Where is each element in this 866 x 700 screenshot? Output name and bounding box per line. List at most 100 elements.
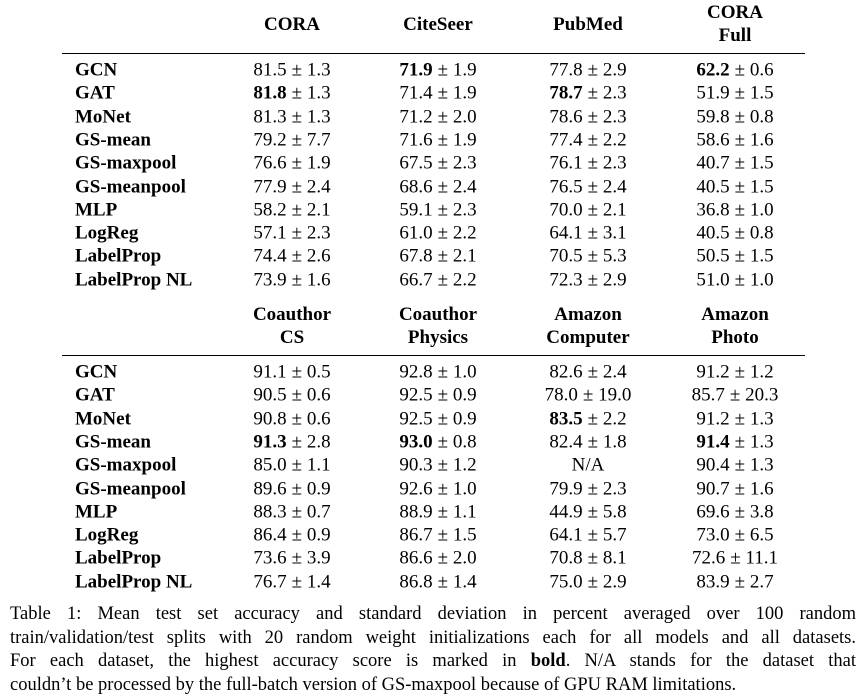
std: ± 1.6 — [734, 478, 774, 499]
cell: 82.6 ± 2.4 — [549, 361, 626, 384]
mean: 78.7 — [549, 82, 583, 104]
mean: 71.9 — [399, 59, 433, 81]
mean: 83.9 — [696, 571, 730, 593]
std: ± 1.9 — [437, 129, 477, 151]
header-line: Coauthor — [398, 304, 478, 325]
std: ± 0.7 — [291, 501, 331, 523]
caption-text: For each dataset, the highest accuracy s… — [10, 651, 531, 672]
std: ± 1.3 — [291, 106, 331, 128]
model-name: LabelProp — [75, 547, 162, 569]
cell: 91.4 ± 1.3 — [696, 430, 773, 453]
mean: 68.6 — [399, 176, 433, 197]
std: ± 1.8 — [587, 431, 627, 453]
caption-line: train/validation/test splits with 20 ran… — [10, 627, 856, 650]
mean: 70.5 — [549, 245, 583, 267]
cell: 76.6 ± 1.9 — [253, 152, 330, 175]
std: ± 2.2 — [587, 129, 627, 151]
column-header: PubMed — [513, 1, 663, 47]
cell: 73.0 ± 6.5 — [696, 524, 773, 547]
rule — [62, 53, 805, 54]
std: ± 2.9 — [587, 571, 627, 593]
model-name: GCN — [75, 361, 118, 383]
mean: 90.3 — [399, 454, 433, 476]
std: ± 1.1 — [291, 454, 331, 476]
mean: 66.7 — [399, 269, 433, 291]
column-header: CORA — [217, 1, 367, 47]
header-line: PubMed — [553, 13, 623, 35]
cell: 88.3 ± 0.7 — [253, 500, 330, 523]
std: ± 0.6 — [291, 408, 331, 430]
cell: 73.6 ± 3.9 — [253, 547, 330, 570]
cell: 82.4 ± 1.8 — [549, 430, 626, 453]
cell: 40.5 ± 0.8 — [696, 222, 773, 245]
mean: 92.6 — [399, 478, 433, 499]
std: ± 0.9 — [291, 524, 331, 546]
std: ± 1.4 — [437, 571, 477, 593]
header-line: Amazon — [701, 304, 769, 325]
std: ± 7.7 — [291, 129, 331, 151]
caption-line: For each dataset, the highest accuracy s… — [10, 650, 856, 673]
mean: 81.8 — [253, 82, 287, 104]
mean: 71.2 — [399, 106, 433, 128]
cell: 86.7 ± 1.5 — [399, 524, 476, 547]
cell: N/A — [572, 454, 605, 477]
cell: 59.8 ± 0.8 — [696, 105, 773, 128]
caption-line: couldn’t be processed by the full-batch … — [10, 674, 856, 697]
cell: 76.7 ± 1.4 — [253, 570, 330, 593]
cell: 78.0 ± 19.0 — [545, 384, 632, 407]
std: ± 19.0 — [582, 384, 632, 406]
column-header: Amazon Computer — [513, 303, 663, 349]
mean: 85.7 — [691, 384, 725, 406]
mean: 79.9 — [549, 478, 583, 499]
caption-line: Table 1: Mean test set accuracy and stan… — [10, 603, 856, 626]
model-name: GAT — [75, 82, 115, 104]
mean: N/A — [571, 454, 605, 476]
cell: 61.0 ± 2.2 — [399, 222, 476, 245]
mean: 86.8 — [399, 571, 433, 593]
mean: 50.5 — [696, 245, 730, 267]
cell: 73.9 ± 1.6 — [253, 268, 330, 291]
caption-text: Table 1: Mean test set accuracy and stan… — [10, 604, 856, 624]
model-name: LogReg — [75, 524, 139, 546]
cell: 86.4 ± 0.9 — [253, 524, 330, 547]
cell: 91.1 ± 0.5 — [253, 361, 330, 384]
cell: 58.2 ± 2.1 — [253, 198, 330, 221]
model-name: MoNet — [75, 408, 131, 430]
cell: 76.5 ± 2.4 — [549, 175, 626, 198]
mean: 73.0 — [696, 524, 730, 546]
cell: 58.6 ± 1.6 — [696, 128, 773, 151]
cell: 79.2 ± 7.7 — [253, 128, 330, 151]
column-header: Amazon Photo — [660, 303, 810, 349]
model-name: GS-maxpool — [75, 454, 177, 476]
model-name: MLP — [75, 501, 118, 523]
std: ± 1.5 — [734, 176, 774, 197]
cell: 90.4 ± 1.3 — [696, 454, 773, 477]
mean: 61.0 — [399, 222, 433, 244]
cell: 77.4 ± 2.2 — [549, 128, 626, 151]
std: ± 0.9 — [437, 408, 477, 430]
std: ± 1.3 — [734, 431, 774, 453]
mean: 40.7 — [696, 152, 730, 174]
mean: 91.4 — [696, 431, 730, 453]
std: ± 5.7 — [587, 524, 627, 546]
std: ± 1.0 — [734, 269, 774, 291]
cell: 81.5 ± 1.3 — [253, 59, 330, 82]
mean: 90.5 — [253, 384, 287, 406]
header-line: Physics — [407, 327, 469, 348]
std: ± 2.2 — [437, 269, 477, 291]
header-line: CiteSeer — [403, 13, 473, 35]
std: ± 1.3 — [291, 82, 331, 104]
cell: 90.7 ± 1.6 — [696, 477, 773, 500]
mean: 70.8 — [549, 547, 583, 569]
cell: 71.6 ± 1.9 — [399, 128, 476, 151]
std: ± 1.5 — [734, 245, 774, 267]
cell: 77.8 ± 2.9 — [549, 59, 626, 82]
cell: 57.1 ± 2.3 — [253, 222, 330, 245]
mean: 72.3 — [549, 269, 583, 291]
cell: 83.5 ± 2.2 — [549, 407, 626, 430]
mean: 79.2 — [253, 129, 287, 151]
mean: 76.7 — [253, 571, 287, 593]
mean: 57.1 — [253, 222, 287, 244]
cell: 71.2 ± 2.0 — [399, 105, 476, 128]
